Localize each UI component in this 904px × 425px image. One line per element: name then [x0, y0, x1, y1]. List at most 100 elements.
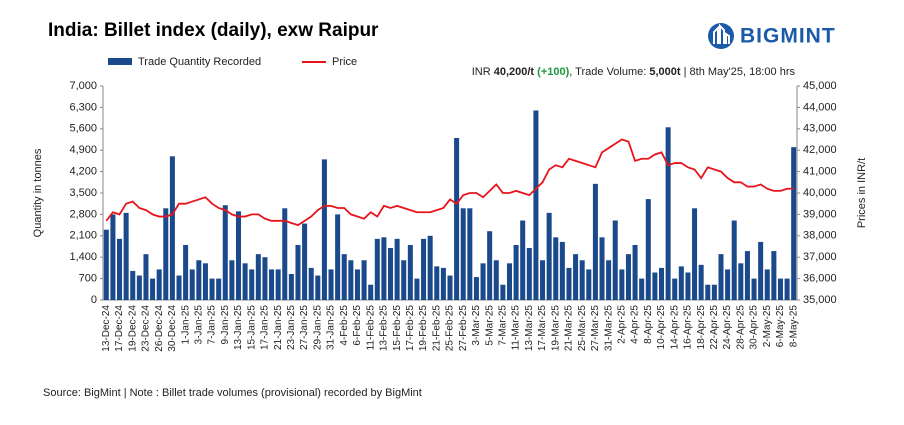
x-tick-label: 30-Dec-24 [167, 305, 178, 352]
bar [573, 254, 579, 300]
y-axis-title: Quantity in tonnes [32, 148, 44, 237]
x-tick-label: 7-Mar-25 [498, 305, 509, 346]
x-tick-label: 25-Feb-25 [445, 305, 456, 352]
x-tick-label: 13-Mar-25 [524, 305, 535, 352]
bar [176, 275, 182, 300]
bar [460, 208, 466, 300]
bar [639, 278, 645, 300]
bar [288, 274, 294, 300]
bar [242, 263, 248, 300]
bar [592, 183, 598, 300]
x-tick-label: 1-Jan-25 [180, 305, 191, 345]
bar [183, 244, 189, 300]
x-tick-label: 23-Dec-24 [141, 305, 152, 352]
bar [467, 208, 473, 300]
bar [665, 127, 671, 301]
bar [209, 278, 215, 300]
legend-label: Trade Quantity Recorded [138, 56, 261, 68]
x-tick-label: 23-Jan-25 [286, 305, 297, 350]
bar [150, 278, 156, 300]
bar [368, 284, 374, 300]
bar [652, 272, 658, 300]
bar [143, 254, 149, 300]
x-tick-label: 9-Jan-25 [220, 305, 231, 345]
bar [705, 284, 711, 300]
x-tick-label: 11-Mar-25 [511, 305, 522, 351]
bar [698, 264, 704, 300]
chart-title: India: Billet index (daily), exw Raipur [48, 20, 379, 41]
bar [586, 269, 592, 300]
y-tick-label: 0 [91, 294, 97, 306]
bar [612, 220, 618, 300]
x-tick-label: 11-Feb-25 [365, 305, 376, 351]
y-tick-label: 4,900 [69, 144, 97, 156]
x-tick-label: 18-Apr-25 [696, 305, 707, 350]
bar [169, 156, 175, 300]
bar [738, 263, 744, 300]
bar [540, 260, 546, 300]
y-tick-label: 2,100 [69, 230, 97, 242]
x-tick-label: 4-Feb-25 [339, 305, 350, 346]
bar [513, 244, 519, 300]
bar [520, 220, 526, 300]
y-tick-label: 5,600 [69, 123, 97, 135]
bar [156, 269, 162, 300]
bar [606, 260, 612, 300]
bar [401, 260, 407, 300]
y-tick-label: 3,500 [69, 187, 97, 199]
brand-logo: BIGMINT [708, 23, 836, 49]
info-line: INR 40,200/t (+100), Trade Volume: 5,000… [472, 66, 796, 78]
price-line [105, 138, 794, 227]
x-tick-label: 17-Dec-24 [114, 305, 125, 352]
x-tick-label: 8-Apr-25 [643, 305, 654, 344]
y2-tick-label: 35,000 [803, 294, 837, 306]
bar [216, 278, 222, 300]
bar [480, 263, 486, 300]
bar [533, 110, 539, 300]
bar [500, 284, 506, 300]
bar [599, 237, 605, 300]
x-tick-label: 31-Mar-25 [603, 305, 614, 352]
bar [632, 244, 638, 300]
y-tick-label: 700 [79, 273, 97, 285]
bar [275, 269, 281, 300]
bar [454, 137, 460, 300]
x-tick-label: 27-Jan-25 [299, 305, 310, 350]
bar [269, 269, 275, 300]
info-part: (+100) [534, 66, 569, 78]
bar [341, 254, 347, 300]
y2-tick-label: 41,000 [803, 166, 837, 178]
x-tick-label: 13-Feb-25 [379, 305, 390, 352]
y2-tick-label: 44,000 [803, 101, 837, 113]
x-tick-label: 27-Feb-25 [458, 305, 469, 352]
x-tick-label: 19-Mar-25 [550, 305, 561, 352]
bar [361, 260, 367, 300]
bar [130, 270, 136, 300]
bar [711, 284, 717, 300]
x-tick-label: 2-May-25 [762, 305, 773, 348]
source-note: Source: BigMint | Note : Billet trade vo… [43, 387, 422, 399]
bar [718, 254, 724, 300]
y-tick-label: 1,400 [69, 251, 97, 263]
x-tick-label: 10-Apr-25 [656, 305, 667, 350]
x-tick-label: 6-Feb-25 [352, 305, 363, 346]
x-tick-label: 2-Apr-25 [616, 305, 627, 344]
bar [493, 260, 499, 300]
info-part: , Trade Volume: [569, 66, 649, 78]
bar [381, 237, 387, 300]
y2-tick-label: 38,000 [803, 230, 837, 242]
x-tick-label: 31-Jan-25 [326, 305, 337, 350]
bar [374, 238, 380, 300]
brand-name: BIGMINT [740, 25, 836, 48]
y2-tick-label: 36,000 [803, 273, 837, 285]
x-tick-label: 21-Mar-25 [564, 305, 575, 352]
legend-label: Price [332, 56, 357, 68]
x-tick-label: 7-Jan-25 [207, 305, 218, 345]
x-tick-label: 15-Feb-25 [392, 305, 403, 352]
x-tick-label: 19-Dec-24 [127, 305, 138, 352]
bar [440, 267, 446, 300]
info-part: 40,200/t [494, 66, 535, 78]
bar [506, 263, 512, 300]
bar [791, 147, 797, 300]
